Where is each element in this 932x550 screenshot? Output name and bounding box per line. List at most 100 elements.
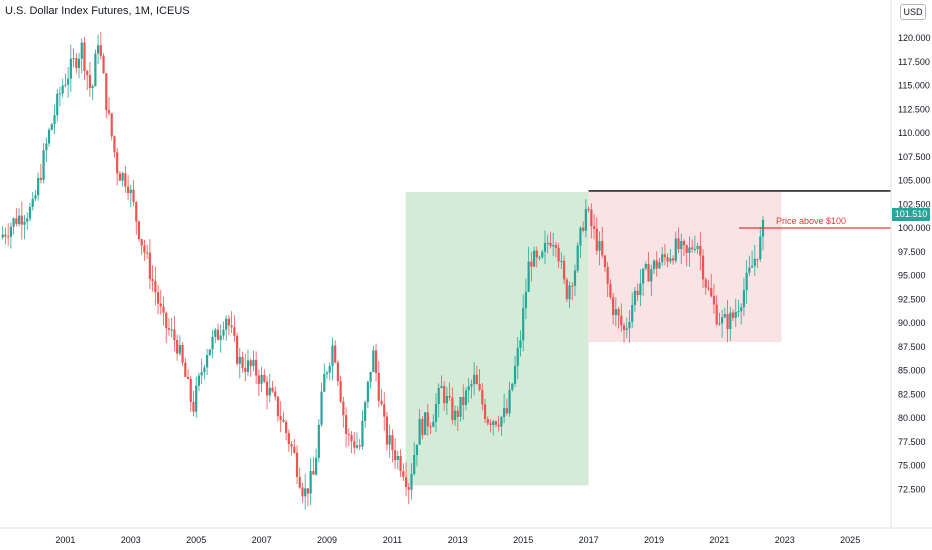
candle-body [500,416,503,427]
candle-body [342,401,345,416]
candle-body [688,247,691,253]
candle-body [31,198,34,207]
candle-body [426,412,429,427]
candle-body [260,374,263,384]
time-tick-label: 2015 [513,535,533,545]
candle-body [7,236,10,238]
candle-body [473,374,476,384]
candle-body [263,374,266,382]
candle-body [159,303,162,307]
candle-body [178,345,181,354]
candle-body [740,307,743,312]
candle-body [549,242,552,246]
candle-body [290,444,293,447]
candle-body [748,267,751,273]
candle-body [492,421,495,425]
candle-body [50,124,53,130]
candle-body [295,452,299,478]
candle-body [494,421,498,425]
candle-body [731,312,735,318]
candle-body [448,395,451,398]
candle-body [15,218,18,225]
candle-body [312,470,315,475]
candle-body [628,321,631,329]
candle-body [541,251,544,258]
time-axis[interactable]: 2001 2003 2005 2007 2009 2011 2013 2015 2017 2019… [0,527,932,545]
candle-body [644,263,647,269]
candle-body [222,329,225,336]
candle-body [181,345,184,363]
candle-body [453,410,457,421]
candle-body [590,209,593,227]
candle-body [402,471,405,478]
candle-body [184,362,187,377]
candle-body [693,249,696,251]
candle-body [353,441,356,448]
candle-body [12,218,15,227]
candle-body [595,228,598,251]
candle-body [445,395,448,404]
candle-body [116,152,119,174]
candle-body [249,360,252,367]
currency-button[interactable]: USD [900,4,926,20]
candle-body [680,241,683,250]
candle-body [216,329,220,340]
candle-body [121,173,124,181]
candle-body [432,421,435,427]
price-tick-label: 77.500 [898,437,926,447]
price-tick-label: 115.000 [898,81,930,91]
candle-body [606,267,609,284]
candle-body [718,323,721,325]
candle-body [391,435,394,451]
price-tick-label: 97.500 [898,247,926,257]
candle-body [404,477,408,487]
candle-body [140,239,143,246]
candle-body [97,45,100,54]
candle-body [535,250,538,258]
candle-body [344,415,348,434]
candle-body [440,386,443,389]
candle-body [568,285,571,300]
time-tick-label: 2019 [644,535,664,545]
candle-body [707,287,710,289]
candle-body [230,325,233,328]
candle-body [601,241,604,256]
candle-body [75,58,78,69]
candle-body [661,254,664,263]
candle-body [650,269,653,282]
candle-body [320,391,323,425]
candle-body [478,384,481,390]
candle-body [503,408,506,417]
price-tick-label: 100.000 [898,223,931,233]
price-axis[interactable]: 72.500 75.000 77.500 80.000 82.500 85.000 87.5… [890,0,931,528]
candle-body [102,55,105,74]
candle-body [437,388,440,405]
candle-body [355,445,359,448]
candle-body [443,386,446,404]
candle-body [146,252,149,254]
candle-body [317,424,320,458]
candle-body [99,45,102,56]
candle-body [331,345,334,367]
candle-body [434,404,438,422]
time-tick-label: 2013 [448,535,468,545]
candle-body [83,42,86,71]
candle-body [639,283,642,296]
candle-body [309,470,312,494]
candle-body [361,420,364,447]
candle-body [28,206,32,219]
candle-body [124,173,127,187]
candle-body [726,314,729,329]
candle-body [677,238,680,250]
candle-body [508,389,511,414]
candle-body [173,329,176,341]
time-tick-label: 2025 [840,535,860,545]
candle-body [268,387,271,396]
candle-body [64,84,67,86]
candle-body [132,189,135,203]
candle-body [339,381,342,402]
candle-body [37,177,40,196]
candle-body [347,433,350,435]
candle-body [17,215,21,225]
